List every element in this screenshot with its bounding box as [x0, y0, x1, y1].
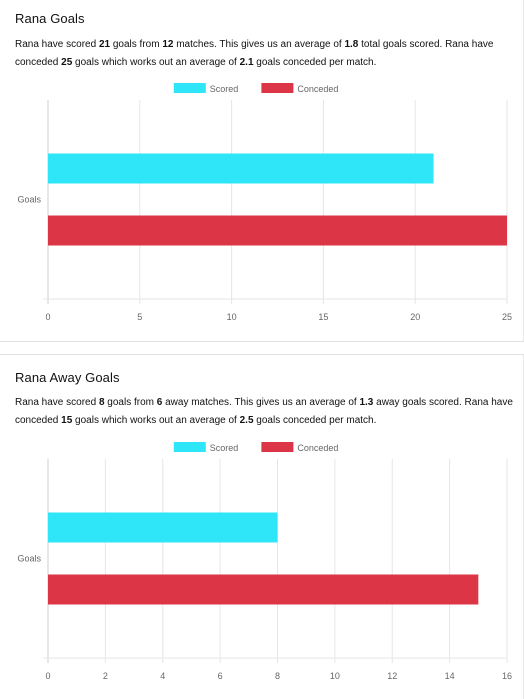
- x-tick-label: 10: [227, 312, 237, 322]
- away-goals-bar-chart: Scored Conceded 0 2 4 6 8 10 12 14 16 Goals: [17, 442, 512, 681]
- desc-text: total goals scored. Rana have conceded: [15, 39, 494, 68]
- card-description: Rana have scored 8 goals from 6 away mat…: [15, 394, 513, 430]
- y-category-label: Goals: [17, 554, 41, 564]
- matches-value: 6: [156, 397, 163, 408]
- legend-swatch-scored: [173, 442, 206, 452]
- x-tick-label: 0: [45, 671, 50, 681]
- legend-swatch-conceded: [261, 83, 294, 93]
- bar-scored: [48, 153, 434, 184]
- goals-bar-chart: Scored Conceded 0 5 10 15 20 25 Goals: [17, 83, 512, 322]
- card-description: Rana have scored 21 goals from 12 matche…: [15, 36, 513, 72]
- bar-conceded: [48, 215, 507, 246]
- x-tick-label: 12: [387, 671, 397, 681]
- desc-text: matches. This gives us an average of: [173, 39, 345, 50]
- bar-scored: [48, 512, 278, 543]
- x-tick-label: 10: [330, 671, 340, 681]
- matches-value: 12: [162, 39, 174, 50]
- goals-conceded-value: 25: [61, 57, 73, 68]
- desc-text: Rana have scored: [15, 39, 99, 50]
- x-tick-label: 25: [502, 312, 512, 322]
- desc-text: Rana have scored: [15, 397, 99, 408]
- x-tick-label: 0: [45, 312, 50, 322]
- card-title: Rana Goals: [15, 11, 85, 26]
- away-goals-card: Rana Away Goals Rana have scored 8 goals…: [0, 354, 524, 699]
- goals-card: Rana Goals Rana have scored 21 goals fro…: [0, 0, 524, 342]
- card-title: Rana Away Goals: [15, 370, 120, 385]
- x-tick-label: 14: [445, 671, 455, 681]
- x-tick-label: 2: [103, 671, 108, 681]
- desc-text: goals from: [104, 397, 157, 408]
- desc-text: goals which works out an average of: [72, 415, 240, 426]
- legend-label-scored: Scored: [210, 443, 239, 453]
- legend-label-conceded: Conceded: [297, 84, 338, 94]
- legend-label-conceded: Conceded: [297, 443, 338, 453]
- x-tick-label: 15: [318, 312, 328, 322]
- avg-scored-value: 1.8: [344, 39, 359, 50]
- x-tick-label: 20: [410, 312, 420, 322]
- desc-text: goals conceded per match.: [253, 415, 377, 426]
- x-tick-label: 8: [275, 671, 280, 681]
- bar-conceded: [48, 574, 479, 605]
- avg-conceded-value: 2.5: [239, 415, 254, 426]
- legend-label-scored: Scored: [210, 84, 239, 94]
- x-tick-label: 16: [502, 671, 512, 681]
- goals-conceded-value: 15: [61, 415, 73, 426]
- desc-text: goals conceded per match.: [253, 57, 377, 68]
- x-tick-label: 4: [160, 671, 165, 681]
- desc-text: away matches. This gives us an average o…: [162, 397, 360, 408]
- legend-swatch-scored: [173, 83, 206, 93]
- avg-conceded-value: 2.1: [239, 57, 254, 68]
- desc-text: away goals scored. Rana have conceded: [15, 397, 513, 426]
- avg-scored-value: 1.3: [359, 397, 374, 408]
- desc-text: goals from: [110, 39, 163, 50]
- y-category-label: Goals: [17, 195, 41, 205]
- goals-scored-value: 8: [98, 397, 105, 408]
- x-tick-label: 6: [218, 671, 223, 681]
- legend-swatch-conceded: [261, 442, 294, 452]
- goals-scored-value: 21: [98, 39, 111, 50]
- x-tick-label: 5: [137, 312, 142, 322]
- desc-text: goals which works out an average of: [72, 57, 240, 68]
